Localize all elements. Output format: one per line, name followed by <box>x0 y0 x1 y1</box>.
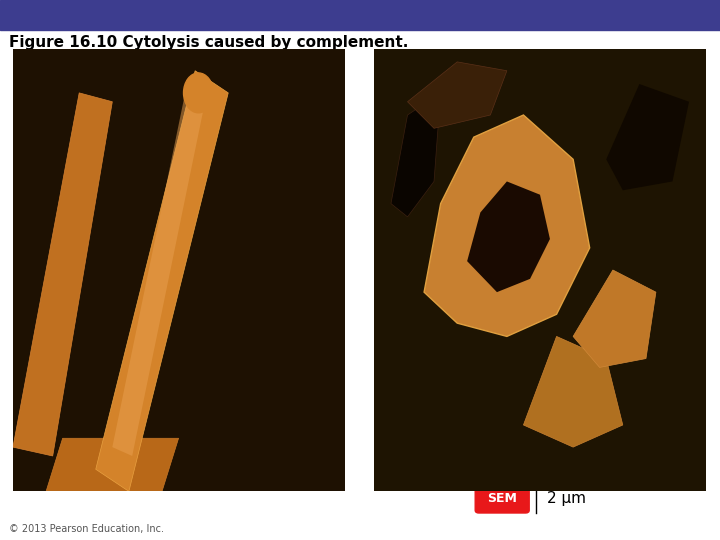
Text: 2 μm: 2 μm <box>547 491 586 507</box>
Text: Figure 16.10 Cytolysis caused by complement.: Figure 16.10 Cytolysis caused by complem… <box>9 35 408 50</box>
Polygon shape <box>523 336 623 447</box>
Polygon shape <box>606 84 689 190</box>
Polygon shape <box>112 93 205 456</box>
Text: © 2013 Pearson Education, Inc.: © 2013 Pearson Education, Inc. <box>9 523 163 534</box>
Polygon shape <box>573 270 656 367</box>
Circle shape <box>184 73 213 113</box>
Polygon shape <box>467 181 550 292</box>
Polygon shape <box>424 115 590 336</box>
Polygon shape <box>408 62 507 129</box>
Text: SEM: SEM <box>487 492 517 505</box>
Polygon shape <box>391 93 441 217</box>
FancyBboxPatch shape <box>475 485 529 513</box>
Polygon shape <box>13 93 112 456</box>
Bar <box>0 0 720 30</box>
Polygon shape <box>96 71 228 491</box>
Polygon shape <box>46 438 179 491</box>
